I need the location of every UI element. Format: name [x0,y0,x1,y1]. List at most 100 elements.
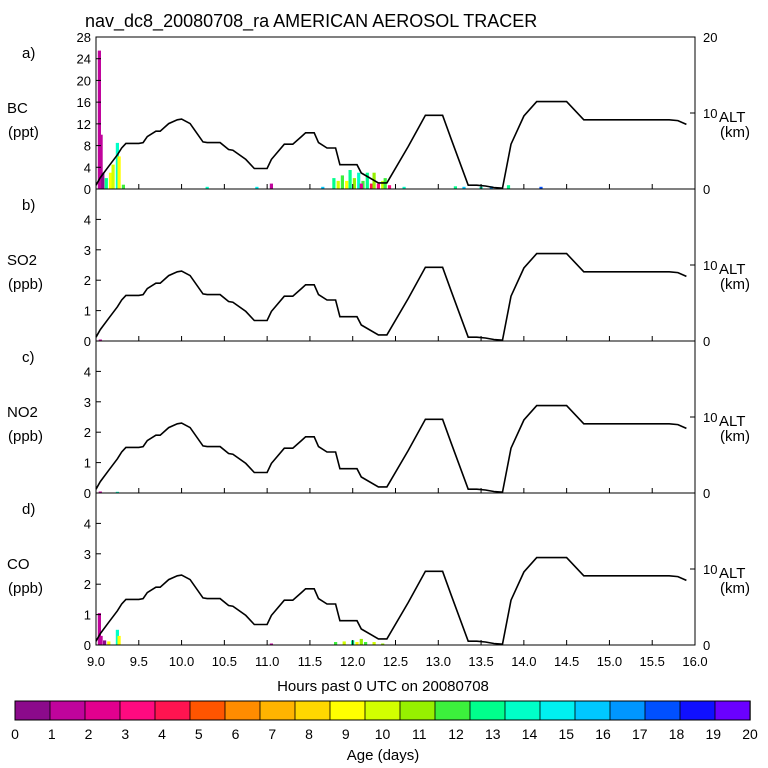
figure-title: nav_dc8_20080708_ra AMERICAN AEROSOL TRA… [85,11,537,32]
y-tick-label: 3 [84,547,91,562]
data-bar [269,183,273,189]
data-bar [255,186,259,189]
data-bar [381,180,385,189]
data-bar [115,491,119,493]
colorbar-tick-label: 11 [412,726,427,742]
x-tick-label: 10.0 [169,654,194,669]
alt-unit-label: (km) [720,276,750,293]
panel-bc: 0 4 8 12 16 20 24 28 0 10 20 a) BC (ppt) ALT(km) [7,30,750,197]
colorbar-frame [14,700,751,721]
data-bar [539,186,543,189]
colorbar-swatch [644,700,681,721]
data-bar [101,172,105,189]
data-bar [117,156,121,189]
data-bar [372,642,376,645]
data-bar [107,641,111,645]
x-tick-label: 9.5 [130,654,148,669]
data-bar [357,172,361,189]
species-label: NO2 [7,404,38,421]
data-bar [269,643,273,645]
data-bar [115,142,119,189]
y-tick-label: 1 [84,608,91,623]
data-bar [359,638,363,645]
colorbar-tick-label: 15 [559,726,575,742]
panel-letter: a) [22,45,35,62]
data-bar [111,164,115,189]
colorbar-swatch [609,700,646,721]
data-bar [387,185,392,189]
colorbar-tick-label: 17 [632,726,648,742]
y-tick-label: 0 [84,334,91,349]
y-tick-label: 16 [77,95,91,110]
data-bar [117,635,121,645]
data-bar [381,643,385,645]
colorbar-tick-label: 7 [268,726,276,742]
colorbar-swatch [434,700,471,721]
data-bar [376,183,380,189]
colorbar-tick-label: 20 [742,726,758,742]
colorbar-tick-label: 18 [669,726,685,742]
colorbar-swatch [84,700,121,721]
x-tick-label: 12.5 [383,654,408,669]
y-tick-label: 4 [84,160,91,175]
colorbar-swatch [679,700,716,721]
colorbar-label: Age (days) [347,747,420,764]
species-label: SO2 [7,252,37,269]
x-tick-label: 15.5 [640,654,665,669]
altitude-line [95,100,687,190]
x-tick-label: 11.5 [298,654,322,669]
data-bar [365,172,369,189]
data-bar [340,175,344,189]
colorbar-swatch [259,700,296,721]
y-tick-label: 0 [84,486,91,501]
colorbar-tick-label: 8 [305,726,313,742]
colorbar-swatch [49,700,86,721]
alt-tick-label: 10 [703,106,717,121]
colorbar-tick-label: 14 [522,726,538,742]
colorbar-swatch [154,700,191,721]
colorbar-swatch [119,700,156,721]
colorbar-tick-label: 13 [485,726,501,742]
colorbar-swatch [469,700,506,721]
alt-unit-label: (km) [720,428,750,445]
colorbar-tick-label: 6 [232,726,240,742]
colorbar-tick-label: 12 [448,726,464,742]
unit-label: (ppt) [8,124,39,141]
alt-tick-label: 10 [703,410,717,425]
colorbar: 0 1 2 3 4 5 6 7 8 9 10 11 12 13 14 15 16 17 18 19 20 [11,700,758,742]
y-tick-label: 28 [77,30,91,45]
data-bar [348,170,352,189]
panel-co: 0 1 2 3 4 0 10 9.0 9.5 10.0 10.5 11.0 11.5 12.0 12.5 13… [7,492,750,669]
unit-label: (ppb) [8,276,43,293]
data-bar [361,180,365,189]
alt-tick-label: 0 [703,638,710,653]
x-tick-label: 16.0 [682,654,707,669]
data-bar [99,635,103,645]
y-tick-label: 24 [77,52,91,67]
data-bar [342,641,346,645]
y-tick-label: 2 [84,273,91,288]
panel-so2: 0 1 2 3 4 0 10 b) SO2 (ppb) ALT(km) [7,188,750,349]
alt-tick-label: 10 [703,258,717,273]
data-bar [334,642,338,645]
colorbar-swatch [504,700,541,721]
alt-tick-label: 10 [703,562,717,577]
data-bar [97,50,101,189]
panel-letter: c) [22,349,35,366]
data-bar [369,183,374,189]
alt-label: ALT [719,413,745,430]
colorbar-tick-label: 1 [48,726,56,742]
data-bar [98,339,102,341]
alt-label: ALT [719,109,745,126]
alt-tick-label: 0 [703,182,710,197]
colorbar-tick-label: 4 [158,726,166,742]
colorbar-tick-label: 3 [121,726,129,742]
data-bar [332,178,336,189]
colorbar-swatch [399,700,436,721]
data-bar [336,180,340,189]
unit-label: (ppb) [8,580,43,597]
x-tick-label: 10.5 [212,654,237,669]
y-tick-label: 4 [84,364,91,379]
altitude-line [95,252,687,342]
panel-frame [95,492,696,646]
